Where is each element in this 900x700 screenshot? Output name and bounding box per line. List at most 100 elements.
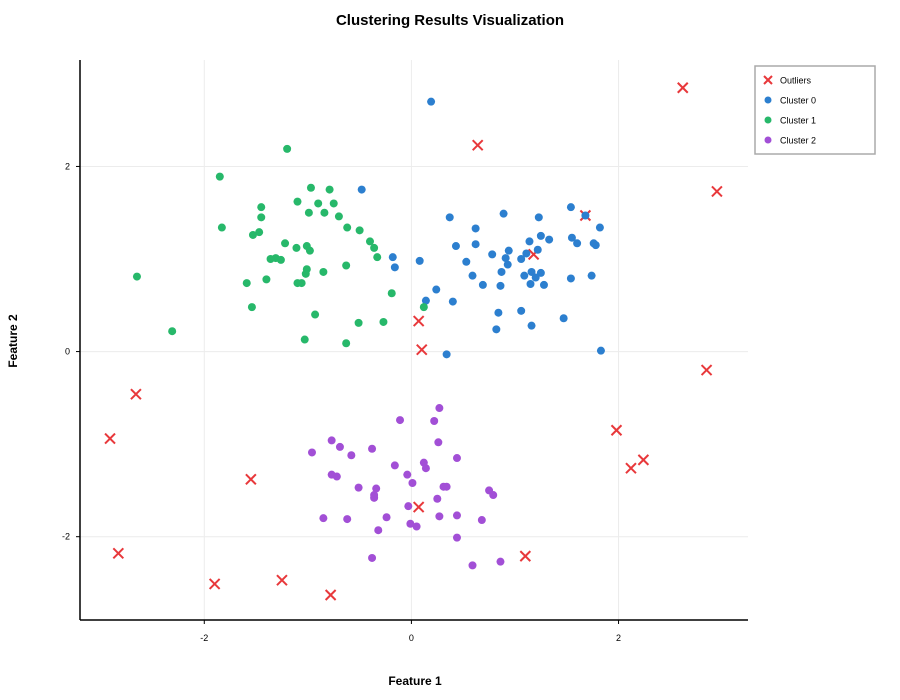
cluster-point-3-9: [452, 454, 461, 463]
cluster-point-2-0: [283, 144, 292, 153]
series-1: [357, 97, 605, 359]
y-tick-label-1: 0: [65, 347, 70, 357]
cluster-point-3-34: [412, 522, 421, 531]
cluster-point-1-8: [471, 224, 480, 233]
cluster-point-2-25: [276, 255, 285, 264]
cluster-point-1-44: [559, 314, 568, 323]
cluster-point-3-32: [477, 516, 486, 525]
cluster-point-3-37: [368, 553, 377, 562]
cluster-point-2-40: [379, 317, 388, 326]
cluster-point-2-18: [281, 239, 290, 248]
cluster-point-1-30: [468, 271, 477, 280]
cluster-point-1-29: [497, 267, 506, 276]
cluster-point-3-12: [421, 464, 430, 473]
legend-marker-1: [764, 96, 772, 104]
cluster-point-1-17: [471, 240, 480, 249]
cluster-point-3-1: [396, 416, 405, 425]
cluster-point-1-39: [432, 285, 441, 294]
cluster-point-1-11: [525, 237, 534, 246]
cluster-point-3-18: [372, 484, 381, 493]
cluster-point-3-36: [452, 533, 461, 542]
outlier-point-0-8: [130, 388, 142, 400]
cluster-point-3-6: [368, 444, 377, 453]
cluster-point-1-7: [595, 223, 604, 232]
cluster-point-3-15: [332, 472, 341, 481]
cluster-point-2-8: [304, 208, 313, 217]
cluster-point-1-1: [357, 185, 366, 194]
cluster-point-1-10: [545, 235, 554, 244]
outlier-point-0-5: [412, 315, 425, 327]
outlier-point-0-11: [637, 454, 650, 466]
outlier-point-0-7: [700, 364, 713, 376]
x-tick-label-1: 0: [409, 633, 414, 643]
cluster-point-1-24: [415, 256, 424, 265]
cluster-point-3-7: [307, 448, 316, 457]
series-2: [132, 144, 428, 348]
cluster-point-3-30: [319, 514, 328, 523]
x-tick-label-0: -2: [200, 633, 208, 643]
cluster-point-2-38: [311, 310, 320, 319]
cluster-point-1-37: [478, 280, 487, 289]
cluster-point-1-22: [501, 254, 510, 263]
cluster-point-1-16: [451, 242, 460, 251]
cluster-point-2-22: [305, 246, 314, 255]
cluster-point-3-4: [434, 438, 443, 447]
outlier-point-0-1: [471, 139, 484, 151]
cluster-point-1-26: [503, 260, 512, 269]
cluster-point-2-35: [242, 279, 251, 288]
cluster-point-2-17: [365, 237, 374, 246]
y-tick-label-0: -2: [62, 532, 70, 542]
cluster-point-3-0: [435, 404, 444, 413]
cluster-point-2-21: [292, 243, 301, 252]
cluster-point-1-23: [462, 257, 471, 266]
cluster-point-1-6: [581, 211, 590, 220]
cluster-point-1-31: [520, 271, 529, 280]
cluster-point-3-29: [382, 513, 391, 522]
cluster-point-1-45: [527, 321, 536, 330]
cluster-point-1-47: [442, 350, 451, 359]
cluster-point-1-12: [567, 233, 576, 242]
chart-title: Clustering Results Visualization: [336, 12, 564, 29]
cluster-point-3-27: [452, 511, 461, 520]
outlier-point-0-10: [610, 424, 623, 436]
cluster-point-2-27: [342, 261, 351, 270]
outlier-point-0-15: [112, 547, 125, 560]
legend-label-3: Cluster 2: [780, 136, 816, 146]
cluster-point-3-39: [468, 561, 477, 570]
x-tick-label-2: 2: [616, 633, 621, 643]
cluster-point-3-16: [408, 479, 417, 488]
cluster-point-2-11: [257, 213, 266, 222]
cluster-point-1-4: [499, 209, 508, 218]
cluster-point-1-40: [448, 297, 457, 306]
cluster-point-2-36: [387, 289, 396, 298]
cluster-point-2-4: [293, 197, 302, 206]
cluster-point-1-36: [539, 280, 548, 289]
legend-marker-3: [764, 136, 772, 144]
cluster-point-2-7: [257, 203, 266, 212]
cluster-point-1-0: [427, 97, 436, 106]
cluster-point-1-42: [517, 306, 526, 315]
legend: Outliers Cluster 0 Cluster 1 Cluster 2: [754, 65, 876, 155]
cluster-point-1-38: [496, 281, 505, 290]
legend-label-2: Cluster 1: [780, 116, 816, 126]
axes: [79, 60, 748, 621]
outlier-point-0-13: [245, 473, 257, 486]
cluster-point-1-35: [526, 280, 535, 288]
cluster-point-3-26: [404, 502, 413, 511]
legend-box: [754, 65, 876, 155]
outlier-point-0-14: [412, 501, 425, 513]
cluster-point-3-5: [335, 442, 344, 451]
cluster-point-1-18: [533, 245, 542, 254]
cluster-point-1-48: [596, 346, 605, 355]
cluster-point-2-12: [343, 223, 352, 232]
outlier-point-0-9: [104, 432, 116, 445]
outlier-point-0-17: [208, 578, 221, 590]
cluster-point-1-34: [587, 271, 596, 280]
cluster-point-1-32: [531, 273, 540, 282]
cluster-point-1-28: [536, 268, 545, 277]
cluster-point-1-41: [421, 296, 430, 305]
cluster-point-2-31: [301, 269, 310, 278]
data-points: [104, 82, 723, 601]
cluster-point-1-13: [573, 239, 582, 248]
